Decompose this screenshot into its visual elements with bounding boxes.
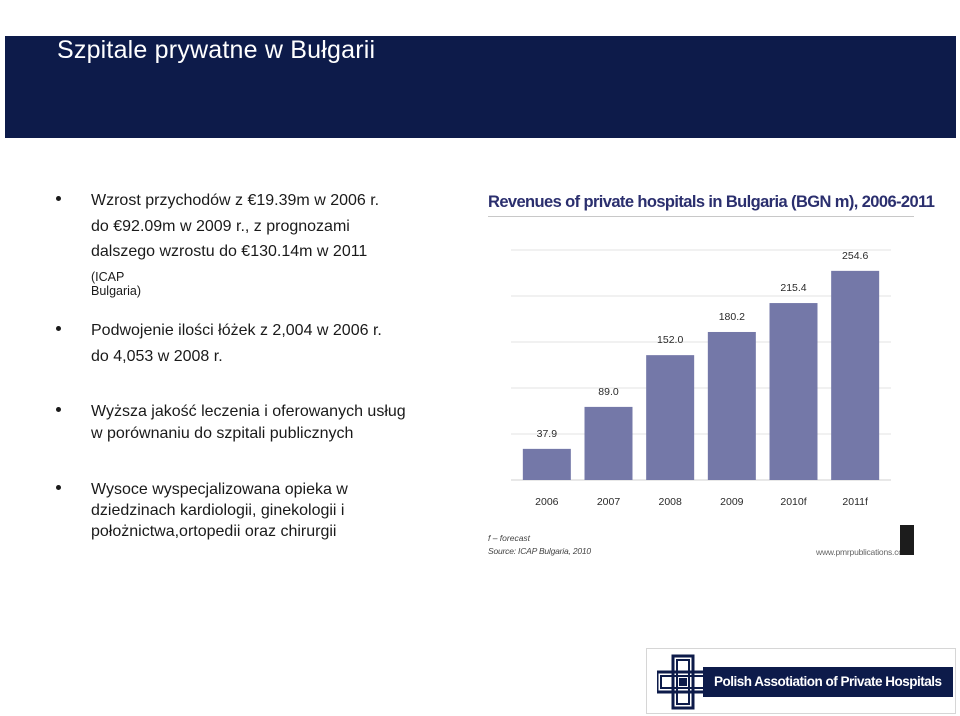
bullet-dot-icon: [56, 485, 61, 490]
chart-bar-2007: [584, 406, 633, 480]
chart-bar-2008: [646, 355, 695, 480]
bullet-line: do €92.09m w 2009 r., z prognozami: [91, 218, 350, 235]
bullet-line: dziedzinach kardiologii, ginekologii i: [91, 502, 345, 519]
bullet-line: Podwojenie ilości łóżek z 2,004 w 2006 r…: [91, 322, 382, 339]
bullet-line: do 4,053 w 2008 r.: [91, 348, 223, 365]
chart-bar-2009: [707, 331, 756, 480]
bullet-dot-icon: [56, 196, 61, 201]
chart-plot: 37.9 2006 89.0 2007 152.0 2008 180.2 2009 215.4 2…: [511, 249, 891, 508]
forecast-footnote: f – forecast: [488, 533, 531, 543]
cross-emblem-icon: [657, 654, 709, 710]
chart-tick-label: 2011f: [842, 496, 868, 508]
chart-source: Source: ICAP Bulgaria, 2010: [488, 546, 591, 556]
chart-tick-label: 2009: [720, 496, 744, 508]
bullet-line: położnictwa,ortopedii oraz chirurgii: [91, 523, 337, 540]
chart-data-label: 37.9: [537, 428, 558, 440]
bullet-dot-icon: [56, 326, 61, 331]
chart-data-label: 215.4: [780, 282, 806, 294]
bullet-dot-icon: [56, 407, 61, 412]
bullet-line: w porównaniu do szpitali publicznych: [91, 425, 354, 442]
chart-corner-tab: [900, 525, 914, 555]
chart-tick-label: 2007: [597, 496, 621, 508]
chart-data-label: 180.2: [719, 311, 745, 323]
revenue-chart: Revenues of private hospitals in Bulgari…: [486, 190, 935, 568]
chart-title: Revenues of private hospitals in Bulgari…: [488, 193, 935, 211]
chart-bar-2006: [522, 448, 571, 480]
logo-banner: [703, 667, 953, 697]
chart-tick-label: 2010f: [780, 496, 806, 508]
source-note: (ICAP Bulgaria): [91, 270, 142, 298]
bullet-line: Wysoce wyspecjalizowana opieka w: [91, 481, 348, 498]
bullet-line: Wyższa jakość leczenia i oferowanych usł…: [91, 403, 406, 420]
chart-bar-2011f: [831, 270, 880, 480]
title-bar: [5, 36, 956, 138]
chart-bar-2010f: [769, 303, 818, 480]
slide-title: Szpitale prywatne w Bułgarii: [57, 36, 376, 64]
chart-website: www.pmrpublications.com: [816, 547, 910, 557]
chart-data-label: 254.6: [842, 250, 868, 262]
bullet-line: Wzrost przychodów z €19.39m w 2006 r.: [91, 192, 380, 209]
chart-tick-label: 2006: [535, 496, 559, 508]
chart-title-rule: [488, 216, 914, 217]
logo-text: Polish Assotiation of Private Hospitals: [714, 674, 942, 689]
chart-tick-label: 2008: [658, 496, 682, 508]
chart-data-label: 89.0: [598, 386, 619, 398]
chart-data-label: 152.0: [657, 334, 683, 346]
bullet-line: dalszego wzrostu do €130.14m w 2011: [91, 243, 368, 260]
